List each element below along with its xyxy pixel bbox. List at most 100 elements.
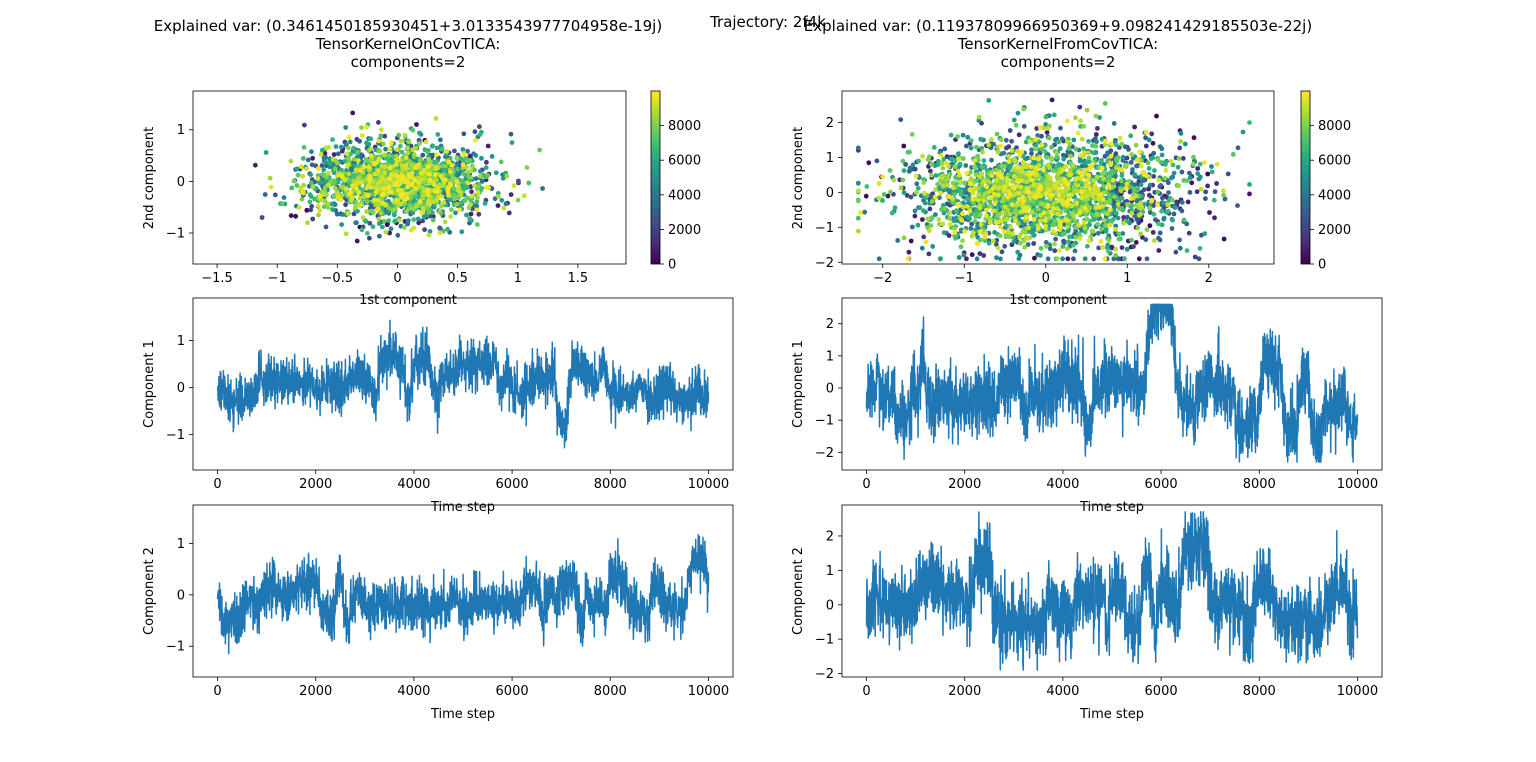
scatter-point xyxy=(941,230,947,236)
x-tick-label: 6000 xyxy=(1145,684,1178,699)
scatter-point xyxy=(441,228,446,234)
scatter-point xyxy=(967,208,973,214)
scatter-point xyxy=(1039,133,1044,139)
scatter-point xyxy=(1133,142,1139,148)
scatter-point xyxy=(1012,184,1018,190)
scatter-point xyxy=(376,216,382,222)
scatter-point xyxy=(295,172,301,178)
scatter-point xyxy=(1016,132,1022,138)
scatter-point xyxy=(464,212,469,218)
scatter-point xyxy=(410,147,415,153)
scatter-point xyxy=(1052,248,1058,254)
scatter-point xyxy=(942,146,948,152)
scatter-point xyxy=(423,139,429,145)
scatter-point xyxy=(1091,150,1097,156)
scatter-point xyxy=(945,187,951,193)
scatter-point xyxy=(1064,139,1070,144)
scatter-point xyxy=(1009,138,1014,144)
scatter-point xyxy=(1049,97,1055,103)
y-tick-label: 0 xyxy=(177,588,185,603)
scatter-point xyxy=(1001,150,1007,156)
scatter-point xyxy=(1181,178,1187,183)
scatter-point xyxy=(338,172,344,178)
scatter-point xyxy=(977,205,983,211)
scatter-point xyxy=(964,170,970,176)
scatter-point xyxy=(359,152,364,158)
scatter-point xyxy=(1015,148,1020,154)
x-tick-label: 8000 xyxy=(1243,477,1276,492)
scatter-point xyxy=(366,164,372,170)
scatter-point xyxy=(1079,173,1085,179)
scatter-point xyxy=(974,144,979,150)
scatter-point xyxy=(373,190,379,195)
scatter-point xyxy=(516,178,521,184)
scatter-point xyxy=(1006,234,1012,240)
scatter-point xyxy=(1050,205,1056,211)
scatter-point xyxy=(1113,246,1119,252)
scatter-point xyxy=(325,201,330,207)
scatter-point xyxy=(1079,200,1085,206)
scatter-right-xlabel: 1st component xyxy=(1009,293,1107,308)
scatter-point xyxy=(377,233,382,239)
scatter-point xyxy=(1020,199,1026,205)
scatter-point xyxy=(965,134,971,140)
scatter-point xyxy=(1097,204,1103,210)
scatter-point xyxy=(1113,151,1119,157)
scatter-point xyxy=(1155,189,1161,195)
scatter-point xyxy=(913,173,919,179)
scatter-point xyxy=(394,156,400,162)
scatter-point xyxy=(1161,216,1167,222)
scatter-point xyxy=(1000,198,1006,204)
scatter-point xyxy=(474,203,479,209)
scatter-point xyxy=(1072,187,1078,193)
scatter-point xyxy=(1202,231,1208,237)
scatter-point xyxy=(312,196,317,202)
scatter-point xyxy=(1128,133,1134,139)
scatter-point xyxy=(1052,241,1057,247)
scatter-point xyxy=(1207,210,1212,215)
scatter-point xyxy=(1026,225,1032,231)
scatter-point xyxy=(1138,231,1143,237)
scatter-point xyxy=(1041,181,1046,186)
ts-left-2-ylabel: Component 2 xyxy=(142,547,157,635)
scatter-point xyxy=(1107,207,1113,213)
scatter-point xyxy=(912,213,918,219)
scatter-point xyxy=(1169,175,1174,181)
scatter-point xyxy=(1035,133,1040,138)
scatter-point xyxy=(346,171,351,177)
scatter-point xyxy=(996,192,1001,198)
scatter-point xyxy=(970,191,976,196)
scatter-point xyxy=(461,171,466,177)
scatter-point xyxy=(458,200,464,206)
scatter-point xyxy=(1084,201,1089,207)
ts-left-1-xlabel: Time step xyxy=(430,500,495,515)
scatter-point xyxy=(1001,164,1007,170)
scatter-point xyxy=(1182,141,1188,147)
scatter-point xyxy=(903,162,908,167)
scatter-point xyxy=(969,252,975,258)
scatter-point xyxy=(999,249,1005,255)
x-tick-label: −1 xyxy=(955,271,974,286)
scatter-point xyxy=(950,185,956,191)
scatter-point xyxy=(901,235,907,241)
scatter-point xyxy=(340,212,345,217)
scatter-point xyxy=(982,234,987,240)
scatter-point xyxy=(921,208,926,214)
scatter-point xyxy=(398,192,404,198)
scatter-point xyxy=(1072,248,1078,254)
scatter-point xyxy=(325,205,331,210)
scatter-point xyxy=(351,145,356,151)
scatter-point xyxy=(874,158,880,164)
scatter-point xyxy=(1045,256,1051,262)
scatter-point xyxy=(435,132,441,137)
scatter-point xyxy=(410,205,416,211)
ts-right-2-xlabel: Time step xyxy=(1079,707,1144,722)
scatter-point xyxy=(1148,156,1154,162)
scatter-point xyxy=(1002,204,1008,210)
scatter-point xyxy=(982,238,988,244)
scatter-point xyxy=(1119,195,1125,201)
scatter-point xyxy=(1065,256,1071,262)
x-tick-label: 4000 xyxy=(397,477,430,492)
scatter-point xyxy=(485,143,491,149)
scatter-point xyxy=(956,151,961,157)
